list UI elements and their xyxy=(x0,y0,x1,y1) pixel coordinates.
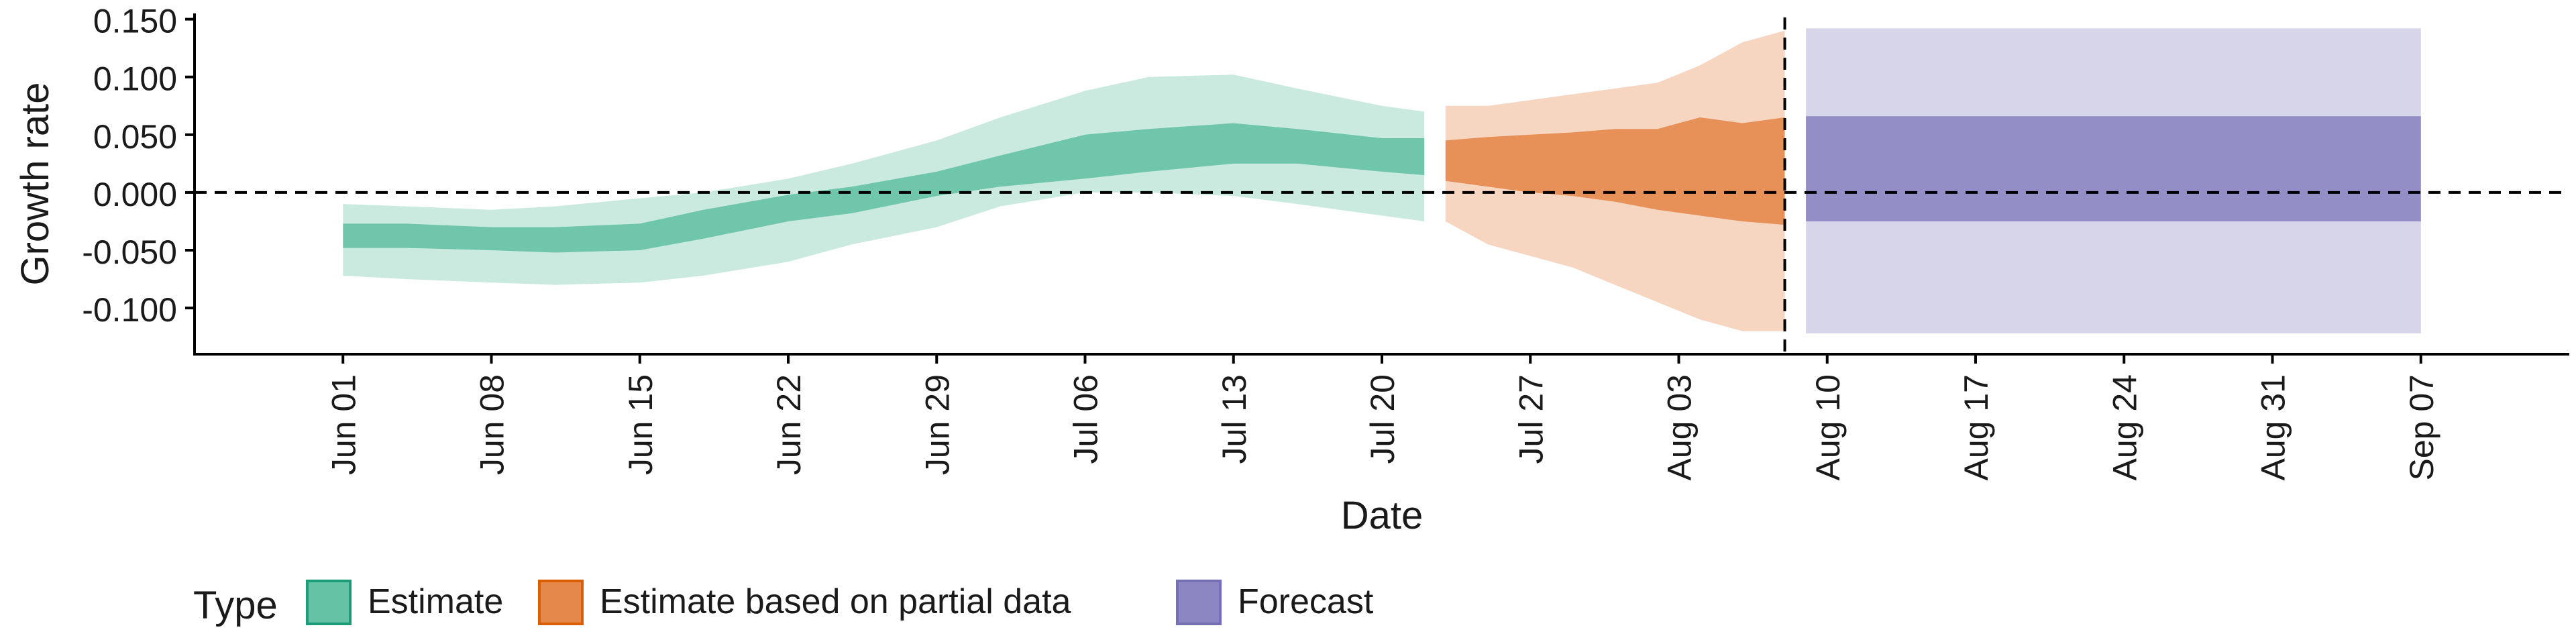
x-tick-label: Aug 31 xyxy=(2255,374,2292,480)
y-axis-title: Growth rate xyxy=(13,83,57,286)
x-tick-label: Jun 15 xyxy=(622,374,659,475)
x-tick-label: Jun 29 xyxy=(918,374,956,475)
legend-items: Estimate Estimate based on partial data Fo… xyxy=(306,580,1374,625)
y-tick-label: -0.050 xyxy=(82,233,177,271)
y-tick-label: -0.100 xyxy=(82,291,177,329)
x-tick-label: Aug 03 xyxy=(1661,374,1699,480)
y-tick-label: 0.000 xyxy=(93,176,177,213)
forecast-band-50 xyxy=(1806,116,2421,221)
legend-label: Estimate xyxy=(368,582,503,621)
axes-layer xyxy=(185,13,2569,364)
x-tick-label: Sep 07 xyxy=(2403,374,2440,480)
x-tick-label: Jul 27 xyxy=(1512,374,1550,464)
legend-title: Type xyxy=(193,584,278,627)
legend-label: Forecast xyxy=(1238,582,1374,621)
x-tick-label: Jul 06 xyxy=(1067,374,1105,464)
y-tick-label: 0.050 xyxy=(93,118,177,156)
x-tick-label: Jun 08 xyxy=(474,374,511,475)
y-tick-label: 0.150 xyxy=(93,3,177,40)
x-tick-label: Aug 24 xyxy=(2106,374,2143,480)
legend-swatch xyxy=(538,580,584,625)
x-tick-labels: Jun 01 Jun 08 Jun 15 Jun 22 Jun 29 Jul 06 Jul … xyxy=(325,374,2440,480)
bands-layer xyxy=(343,28,2421,334)
estimate-based-on-partial-data-band-50 xyxy=(1445,117,1785,225)
y-tick-label: 0.100 xyxy=(93,60,177,98)
estimate-band-50 xyxy=(343,123,1425,253)
legend: Type Estimate Estimate based on partial d… xyxy=(193,580,1374,627)
reference-lines xyxy=(195,17,2569,354)
x-tick-label: Jul 13 xyxy=(1216,374,1253,464)
legend-swatch xyxy=(306,580,352,625)
y-tick-labels: -0.100 -0.050 0.000 0.050 0.100 0.150 xyxy=(82,3,177,329)
x-tick-label: Aug 10 xyxy=(1809,374,1847,480)
x-tick-label: Jun 22 xyxy=(770,374,808,475)
legend-label: Estimate based on partial data xyxy=(600,582,1071,621)
estimate-band-90 xyxy=(343,74,1425,285)
legend-swatch xyxy=(1176,580,1222,625)
x-axis-title: Date xyxy=(1341,494,1424,537)
x-tick-label: Jul 20 xyxy=(1364,374,1401,464)
x-tick-label: Aug 17 xyxy=(1957,374,1995,480)
x-tick-label: Jun 01 xyxy=(325,374,362,475)
